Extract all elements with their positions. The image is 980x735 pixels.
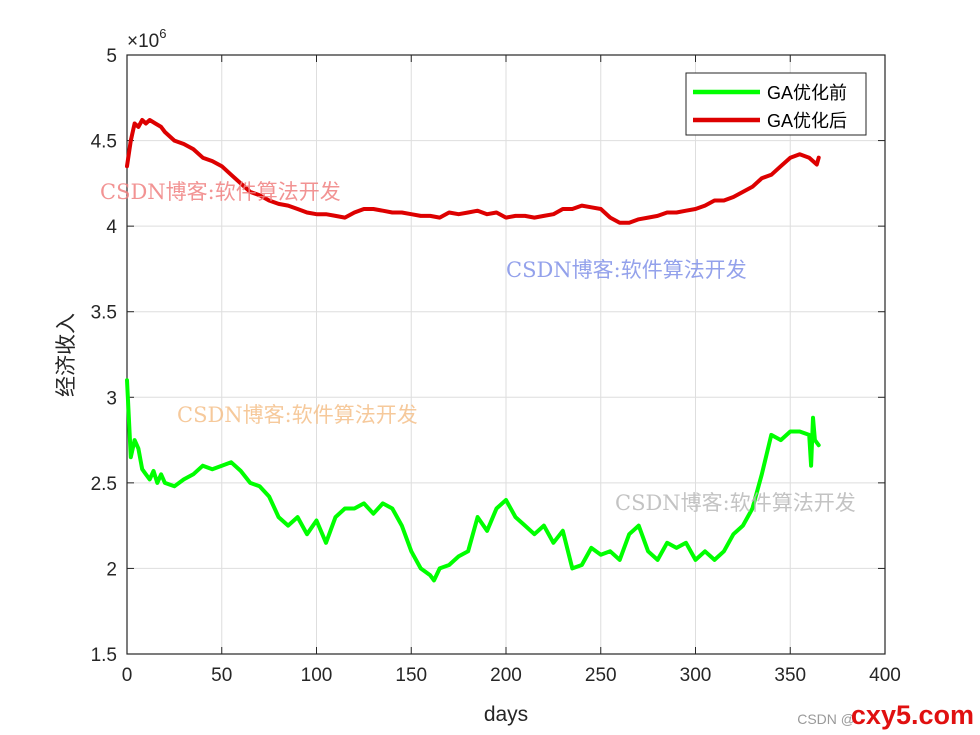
watermark-text: CSDN博客:软件算法开发 [100, 180, 341, 204]
site-logo: cxy5.com [850, 700, 974, 730]
legend-label-after: GA优化后 [767, 111, 847, 131]
x-tick-label: 200 [490, 665, 522, 686]
y-tick-label: 3.5 [91, 303, 117, 324]
y-tick-label: 3 [106, 388, 117, 409]
legend-label-before: GA优化前 [767, 83, 847, 103]
y-exponent-label: ×106 [127, 26, 166, 52]
axis-ticks: 0 50 100 150 200 250 300 350 400 1.5 2 2.5 3 3.5 4 4.5 5 [91, 46, 901, 686]
legend: GA优化前 GA优化后 [685, 72, 867, 136]
series-line-before [125, 378, 821, 583]
series-line-after [125, 118, 821, 225]
legend-box [685, 72, 867, 136]
watermark-layer: CSDN博客:软件算法开发 CSDN博客:软件算法开发 CSDN博客:软件算法开… [100, 180, 856, 515]
y-axis-label: 经济收入 [55, 313, 78, 397]
x-tick-label: 150 [395, 665, 427, 686]
watermark-text: CSDN博客:软件算法开发 [506, 258, 747, 282]
grid-lines [126, 54, 886, 655]
watermark-text: CSDN博客:软件算法开发 [615, 491, 856, 515]
series-lines [125, 118, 821, 583]
y-tick-label: 4 [106, 217, 117, 238]
y-tick-label: 4.5 [91, 132, 117, 153]
x-tick-label: 400 [869, 665, 901, 686]
x-tick-label: 350 [774, 665, 806, 686]
x-tick-label: 50 [211, 665, 232, 686]
y-tick-label: 2 [106, 559, 117, 580]
x-tick-label: 0 [122, 665, 133, 686]
x-tick-label: 250 [585, 665, 617, 686]
x-axis-label: days [484, 703, 528, 726]
y-tick-label: 5 [106, 46, 117, 67]
y-tick-label: 1.5 [91, 645, 117, 666]
x-tick-label: 100 [301, 665, 333, 686]
x-tick-label: 300 [680, 665, 712, 686]
watermark-text: CSDN博客:软件算法开发 [177, 403, 418, 427]
csdn-footer-text: CSDN @ [797, 711, 855, 727]
y-tick-label: 2.5 [91, 474, 117, 495]
